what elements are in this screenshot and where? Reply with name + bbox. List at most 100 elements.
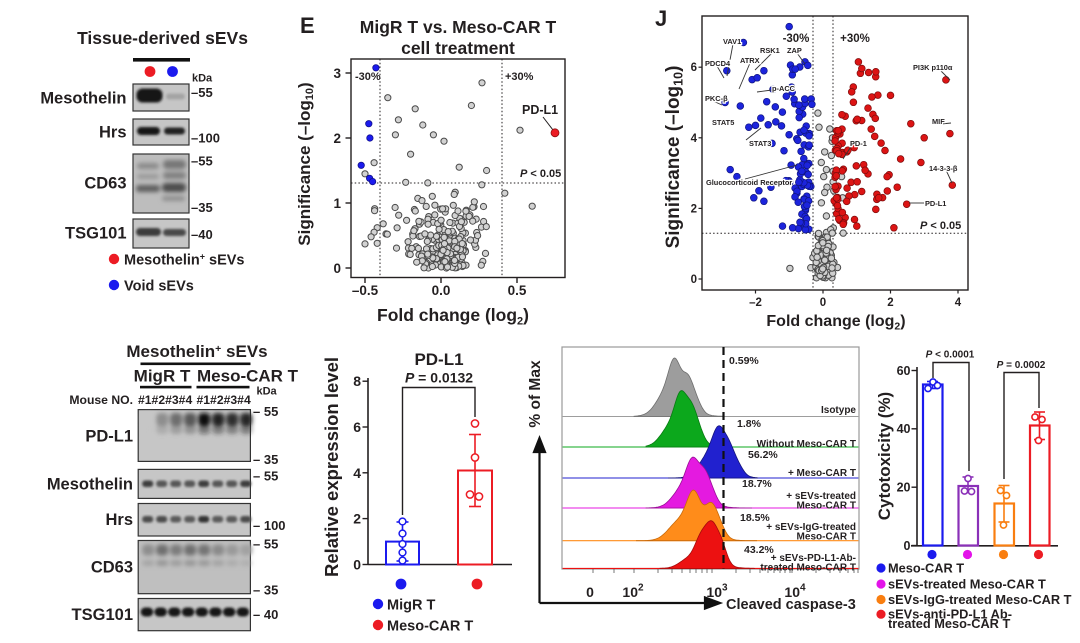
svg-text:PD-L1: PD-L1: [522, 103, 558, 117]
svg-text:-30%: -30%: [783, 33, 810, 45]
svg-text:Mesothelin: Mesothelin: [40, 90, 126, 108]
svg-text:–55: –55: [191, 154, 213, 169]
svg-text:–2: –2: [749, 297, 762, 309]
svg-text:TSG101: TSG101: [65, 225, 126, 243]
svg-text:+ Meso-CAR T: + Meso-CAR T: [788, 468, 856, 479]
svg-text:PD-L1: PD-L1: [414, 350, 463, 369]
svg-text:– 100: – 100: [253, 518, 286, 533]
svg-text:Meso-CAR T: Meso-CAR T: [797, 501, 856, 512]
svg-text:0: 0: [333, 261, 341, 276]
svg-text:0: 0: [691, 274, 697, 286]
svg-text:PD-1: PD-1: [850, 139, 867, 148]
svg-text:RSK1: RSK1: [760, 46, 780, 55]
svg-text:STAT3: STAT3: [749, 139, 771, 148]
svg-text:0.5: 0.5: [508, 283, 527, 298]
svg-text:ZAP: ZAP: [787, 46, 802, 55]
svg-text:P = 0.0132: P = 0.0132: [405, 370, 473, 386]
svg-text:Mouse NO.: Mouse NO.: [69, 393, 133, 407]
svg-text:–40: –40: [191, 227, 213, 242]
svg-text:43.2%: 43.2%: [744, 544, 774, 556]
svg-text:PD-L1: PD-L1: [925, 199, 946, 208]
svg-text:+ sEVs-treated: + sEVs-treated: [786, 491, 856, 502]
svg-text:Void sEVs: Void sEVs: [124, 279, 194, 295]
svg-text:MigR T vs. Meso-CAR T: MigR T vs. Meso-CAR T: [360, 17, 557, 37]
svg-text:Hrs: Hrs: [105, 511, 133, 529]
svg-text:6: 6: [691, 62, 697, 74]
svg-text:P < 0.05: P < 0.05: [520, 168, 561, 180]
svg-text:E: E: [300, 13, 315, 38]
svg-text:% of Max: % of Max: [527, 360, 544, 428]
svg-text:4: 4: [353, 465, 361, 481]
svg-text:J: J: [655, 6, 667, 31]
svg-text:40: 40: [897, 422, 911, 436]
svg-text:4: 4: [691, 133, 698, 145]
svg-text:103: 103: [706, 583, 728, 601]
svg-text:–35: –35: [191, 200, 213, 215]
svg-text:MIF: MIF: [932, 117, 945, 126]
svg-text:– 35: – 35: [253, 452, 278, 467]
svg-text:P < 0.0001: P < 0.0001: [926, 350, 975, 361]
svg-text:1.8%: 1.8%: [737, 418, 762, 430]
svg-text:Mesothelin: Mesothelin: [47, 476, 133, 494]
svg-text:treated Meso-CAR T: treated Meso-CAR T: [888, 616, 1010, 631]
svg-text:18.7%: 18.7%: [742, 478, 772, 490]
svg-text:+ sEVs-IgG-treated: + sEVs-IgG-treated: [766, 522, 856, 533]
svg-text:2: 2: [887, 297, 893, 309]
svg-text:– 35: – 35: [253, 583, 278, 598]
svg-text:kDa: kDa: [257, 386, 278, 398]
svg-text:Without Meso-CAR T: Without Meso-CAR T: [757, 439, 856, 450]
svg-text:VAV1: VAV1: [723, 37, 741, 46]
svg-text:– 55: – 55: [253, 469, 278, 484]
svg-text:8: 8: [353, 373, 361, 389]
svg-text:Isotype: Isotype: [821, 405, 856, 416]
svg-text:TSG101: TSG101: [72, 606, 133, 624]
svg-text:Meso-CAR T: Meso-CAR T: [197, 367, 299, 386]
svg-text:PDCD4: PDCD4: [705, 59, 731, 68]
svg-text:–0.5: –0.5: [352, 283, 379, 298]
svg-text:Fold change (log2): Fold change (log2): [766, 313, 905, 333]
svg-text:56.2%: 56.2%: [748, 449, 778, 461]
svg-text:cell treatment: cell treatment: [401, 38, 515, 58]
svg-text:102: 102: [622, 583, 644, 601]
svg-text:Fold change (log2): Fold change (log2): [377, 305, 529, 328]
svg-text:Mesothelin+ sEVs: Mesothelin+ sEVs: [126, 342, 267, 361]
svg-text:2: 2: [353, 511, 361, 527]
svg-text:MigR T: MigR T: [134, 367, 191, 386]
svg-text:3: 3: [333, 66, 341, 81]
svg-text:PKC-β: PKC-β: [705, 94, 728, 103]
svg-text:#1#2#3#4: #1#2#3#4: [197, 393, 251, 407]
svg-text:– 40: – 40: [253, 607, 278, 622]
svg-text:CD63: CD63: [91, 559, 133, 577]
svg-text:– 55: – 55: [253, 404, 278, 419]
svg-text:P < 0.05: P < 0.05: [920, 220, 961, 232]
svg-text:60: 60: [897, 364, 911, 378]
svg-text:0: 0: [820, 297, 826, 309]
svg-text:Significance (–log10): Significance (–log10): [295, 82, 316, 245]
svg-text:Meso-CAR T: Meso-CAR T: [797, 532, 856, 543]
svg-text:2: 2: [333, 131, 341, 146]
svg-text:Significance (–log10): Significance (–log10): [663, 66, 686, 249]
svg-text:ATRX: ATRX: [740, 56, 760, 65]
svg-text:–100: –100: [191, 131, 220, 146]
svg-text:#1#2#3#4: #1#2#3#4: [138, 393, 192, 407]
svg-text:2: 2: [691, 203, 697, 215]
svg-text:18.5%: 18.5%: [740, 512, 770, 524]
svg-text:p-ACC: p-ACC: [772, 84, 796, 93]
svg-text:0.0: 0.0: [432, 283, 451, 298]
svg-text:PI3K p110α: PI3K p110α: [913, 63, 953, 72]
svg-text:0: 0: [586, 584, 594, 600]
svg-text:Meso-CAR T: Meso-CAR T: [888, 560, 964, 575]
svg-text:-30%: -30%: [355, 71, 381, 83]
svg-text:+30%: +30%: [840, 33, 870, 45]
svg-text:0: 0: [353, 557, 361, 573]
svg-text:Tissue-derived sEVs: Tissue-derived sEVs: [77, 28, 248, 48]
svg-text:P = 0.0002: P = 0.0002: [997, 360, 1046, 371]
svg-text:sEVs-IgG-treated Meso-CAR T: sEVs-IgG-treated Meso-CAR T: [888, 592, 1072, 607]
svg-text:Cytotoxicity (%): Cytotoxicity (%): [875, 392, 894, 520]
svg-text:MigR T: MigR T: [387, 598, 435, 614]
svg-text:Glucocorticoid Receptor: Glucocorticoid Receptor: [706, 178, 792, 187]
svg-text:sEVs-treated Meso-CAR T: sEVs-treated Meso-CAR T: [888, 576, 1046, 591]
svg-text:6: 6: [353, 419, 361, 435]
svg-text:Relative expression level: Relative expression level: [321, 357, 342, 577]
svg-text:1: 1: [333, 196, 341, 211]
